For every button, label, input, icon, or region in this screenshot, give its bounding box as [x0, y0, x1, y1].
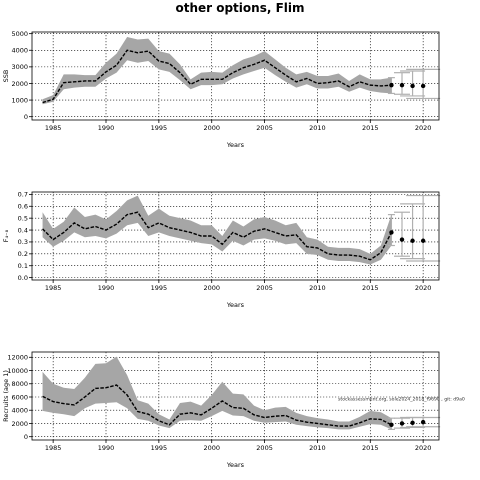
plot-frame — [31, 191, 440, 281]
x-tick-label: 2015 — [362, 284, 379, 292]
y-tick-label: 3000 — [11, 63, 28, 71]
y-tick-label: 8000 — [11, 380, 28, 388]
plot-frame — [31, 351, 440, 441]
estimate-line — [42, 384, 392, 427]
x-tick-label: 1995 — [151, 284, 168, 292]
x-tick-label: 1985 — [45, 444, 62, 452]
forecast-point — [389, 82, 394, 88]
y-tick-label: 2000 — [11, 420, 28, 428]
x-tick-label: 2000 — [203, 124, 220, 132]
x-tick-label: 2005 — [256, 444, 273, 452]
forecast-point — [410, 238, 415, 243]
y-axis-label: SSB — [2, 70, 10, 83]
forecast-point — [389, 422, 394, 427]
x-tick-label: 2020 — [415, 124, 432, 132]
estimate-line — [42, 211, 393, 261]
x-tick-label: 2020 — [415, 284, 432, 292]
panel-1: 1985 1990 1995 2000 2005 2010 2015 2020 0 1000 200… — [2, 30, 441, 149]
forecast-errorbar — [387, 213, 395, 247]
watermark-text: stockassessment.org, sole2024_2018_f9690… — [338, 397, 465, 403]
forecast-point — [420, 419, 426, 425]
forecast-point — [420, 238, 426, 243]
y-tick-label: 10000 — [7, 367, 28, 375]
y-tick-label: 0.1 — [18, 262, 28, 270]
x-tick-label: 1990 — [98, 284, 115, 292]
x-axis-label: Years — [226, 301, 245, 309]
x-tick-label: 2000 — [203, 284, 220, 292]
y-tick-label: 12000 — [7, 354, 28, 362]
x-tick-label: 2010 — [309, 124, 326, 132]
x-tick-label: 1985 — [45, 284, 62, 292]
forecast-point — [399, 237, 405, 242]
y-tick-label: 0.2 — [18, 250, 28, 258]
forecast-errorbar — [406, 194, 441, 262]
y-tick-label: 4000 — [11, 47, 28, 55]
plot-frame — [31, 31, 440, 121]
x-tick-label: 1990 — [98, 124, 115, 132]
panel-3: 1985 1990 1995 2000 2005 2010 2015 2020 0 2000 400… — [2, 351, 441, 469]
confidence-band — [42, 36, 392, 105]
forecast-point — [410, 420, 415, 425]
y-tick-label: 0.6 — [18, 203, 28, 211]
x-tick-label: 1995 — [151, 124, 168, 132]
y-tick-label: 0.4 — [18, 226, 28, 234]
forecast-point — [410, 83, 415, 89]
y-tick-label: 4000 — [11, 407, 28, 415]
x-tick-label: 1995 — [151, 444, 168, 452]
forecast-errorbar — [400, 70, 426, 97]
x-tick-label: 2010 — [309, 444, 326, 452]
x-axis-label: Years — [226, 141, 245, 149]
forecast-point — [389, 230, 394, 235]
forecast-point — [399, 82, 405, 88]
y-tick-label: 0.3 — [18, 238, 28, 246]
x-tick-label: 2005 — [256, 284, 273, 292]
forecast-point — [420, 83, 426, 89]
x-tick-label: 1990 — [98, 444, 115, 452]
y-tick-label: 0.0 — [18, 274, 28, 282]
confidence-band — [42, 356, 392, 430]
x-tick-label: 2005 — [256, 124, 273, 132]
y-tick-label: 5000 — [11, 30, 28, 38]
chart-title: other options, Flim — [175, 1, 305, 15]
confidence-band — [42, 195, 392, 265]
y-axis-label: Recruits (age 1) — [2, 370, 10, 422]
y-tick-label: 6000 — [11, 393, 28, 401]
y-tick-label: 0.7 — [18, 191, 28, 199]
forecast-errorbar — [394, 211, 410, 257]
x-tick-label: 2000 — [203, 444, 220, 452]
x-tick-label: 2015 — [362, 124, 379, 132]
x-tick-label: 1985 — [45, 124, 62, 132]
estimate-line — [42, 49, 392, 104]
forecast-point — [399, 421, 405, 426]
x-tick-label: 2015 — [362, 444, 379, 452]
x-tick-label: 2010 — [309, 284, 326, 292]
forecast-errorbar — [400, 203, 426, 260]
y-tick-label: 0 — [24, 113, 28, 121]
x-axis-label: Years — [226, 461, 245, 469]
y-axis-label: F₄₋₈ — [2, 229, 10, 242]
panel-2: 1985 1990 1995 2000 2005 2010 2015 2020 0.0 0.1 0.… — [2, 191, 441, 309]
y-tick-label: 1000 — [11, 96, 28, 104]
x-tick-label: 2020 — [415, 444, 432, 452]
y-tick-label: 0 — [24, 433, 28, 441]
y-tick-label: 2000 — [11, 80, 28, 88]
y-tick-label: 0.5 — [18, 214, 28, 222]
